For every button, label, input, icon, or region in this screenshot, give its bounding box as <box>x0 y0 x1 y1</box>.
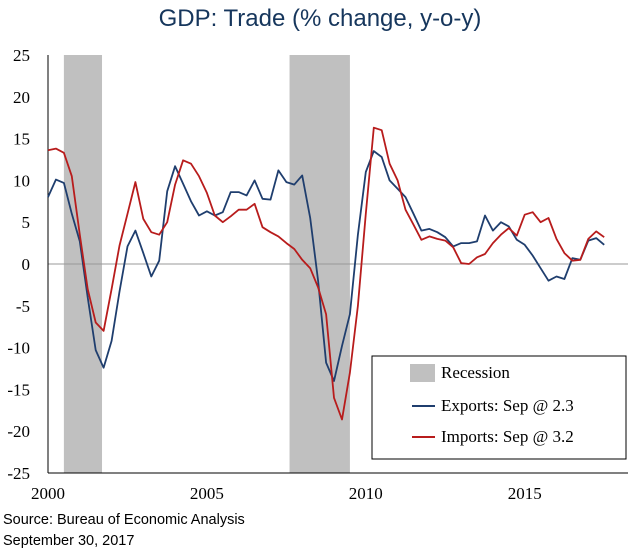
y-tick-label: -15 <box>7 380 30 399</box>
imports-line <box>47 126 605 421</box>
y-tick-label: -25 <box>7 464 30 483</box>
legend: Recession Exports: Sep @ 2.3 Imports: Se… <box>371 355 627 460</box>
source-note: Source: Bureau of Economic Analysis <box>3 512 245 528</box>
x-tick-label: 2000 <box>31 484 65 503</box>
y-tick-label: 10 <box>13 171 30 190</box>
chart-title: GDP: Trade (% change, y-o-y) <box>158 5 482 32</box>
legend-label-imports: Imports: Sep @ 3.2 <box>441 427 574 446</box>
x-tick-label: 2010 <box>349 484 383 503</box>
y-tick-label: -20 <box>7 422 30 441</box>
y-tick-label: 5 <box>22 213 31 232</box>
y-tick-label: 0 <box>22 255 31 274</box>
y-tick-label: 20 <box>13 88 30 107</box>
legend-swatch-recession <box>410 364 435 382</box>
y-tick-label: -10 <box>7 339 30 358</box>
x-tick-label: 2015 <box>508 484 542 503</box>
y-tick-label: 15 <box>13 130 30 149</box>
legend-label-exports: Exports: Sep @ 2.3 <box>441 396 574 415</box>
date-note: September 30, 2017 <box>3 533 135 549</box>
x-tick-label: 2005 <box>190 484 224 503</box>
y-tick-label: 25 <box>13 46 30 65</box>
y-tick-label: -5 <box>16 297 30 316</box>
legend-label-recession: Recession <box>441 363 510 382</box>
series-lines <box>47 126 605 421</box>
